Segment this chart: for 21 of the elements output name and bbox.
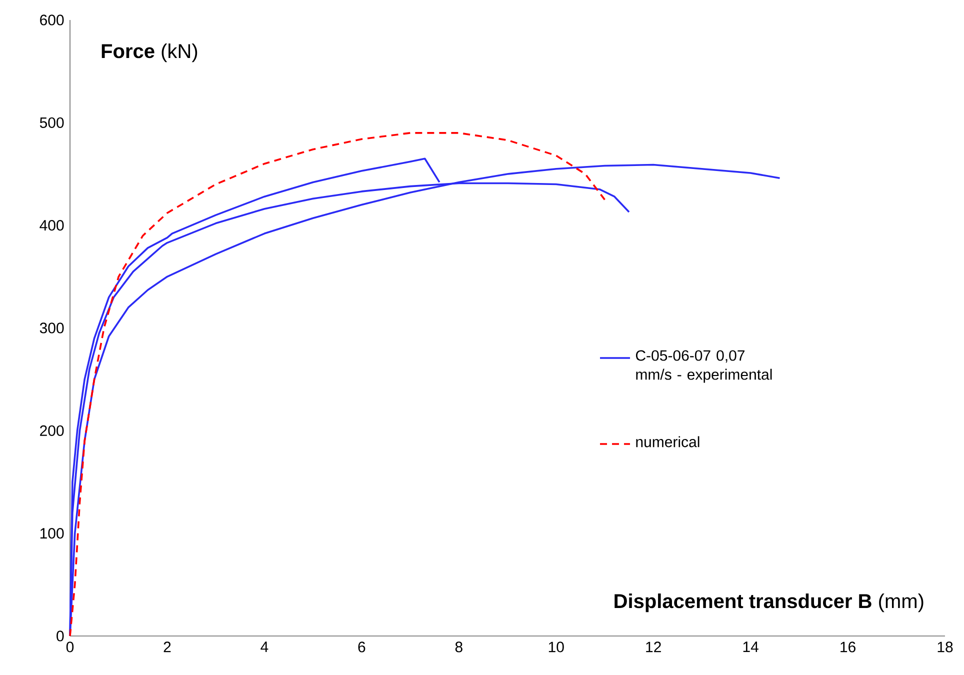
y-tick-label: 100 [40, 528, 64, 539]
x-axis-title: Displacement transducer B (mm) [614, 594, 924, 612]
x-tick-label: 18 [938, 642, 953, 652]
y-tick-label: 300 [40, 322, 64, 334]
x-tick-label: 10 [548, 642, 564, 652]
y-tick-label: 0 [56, 630, 64, 642]
x-tick-label: 0 [66, 642, 74, 652]
x-tick-label: 16 [840, 642, 856, 652]
x-tick-label: 12 [646, 642, 661, 652]
y-tick-label: 500 [40, 117, 64, 128]
x-tick-label: 6 [358, 642, 366, 652]
legend-label: C-05-06-07 0,07 mm/s - experimental [636, 350, 772, 383]
legend-label: numerical [636, 436, 700, 448]
y-tick-label: 600 [40, 14, 64, 26]
y-tick-label: 200 [40, 425, 64, 436]
x-tick-label: 14 [743, 642, 758, 652]
x-tick-label: 2 [164, 642, 171, 652]
y-tick-label: 400 [40, 220, 64, 231]
y-axis-title: Force (kN) [102, 44, 198, 62]
x-tick-label: 8 [455, 642, 462, 652]
x-tick-label: 4 [260, 642, 268, 652]
